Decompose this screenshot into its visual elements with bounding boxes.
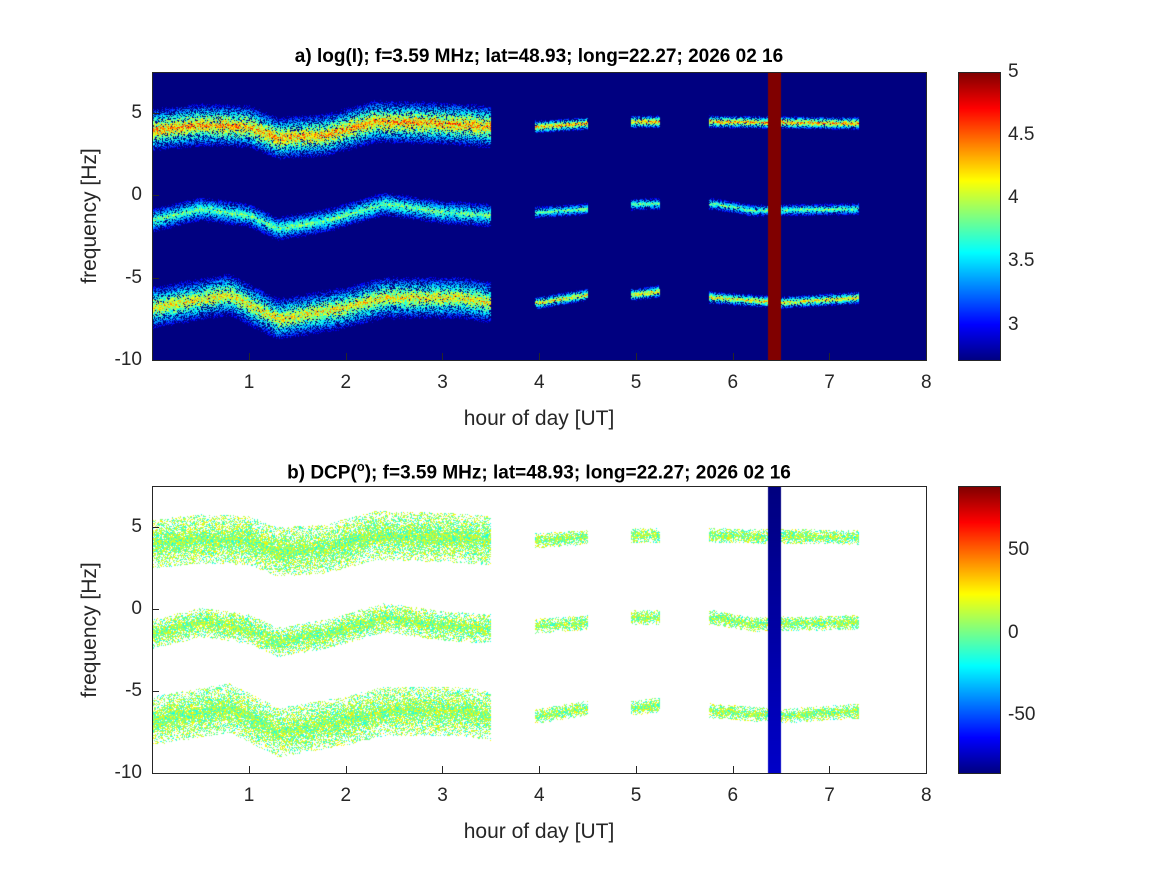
- panel-b-title: b) DCP(o); f=3.59 MHz; lat=48.93; long=2…: [287, 459, 791, 484]
- panel-a-title: a) log(I); f=3.59 MHz; lat=48.93; long=2…: [294, 46, 784, 67]
- x-tick-label: 7: [824, 372, 835, 393]
- panel-a-spectrogram: [152, 72, 926, 360]
- y-tick-mark: [152, 277, 159, 279]
- x-tick-label: 2: [340, 785, 352, 806]
- colorbar-tick-label: 4: [1008, 187, 1019, 209]
- x-tick-label: 1: [243, 785, 255, 806]
- x-tick-label: 5: [630, 785, 642, 806]
- colorbar-tick-label: 3: [1008, 313, 1019, 335]
- x-tick-label: 2: [340, 372, 352, 393]
- x-tick-label: 1: [243, 372, 255, 393]
- panel-b-spectrogram: [152, 486, 926, 773]
- x-tick-mark: [345, 766, 347, 773]
- y-tick-label: 0: [131, 184, 142, 206]
- x-tick-mark: [635, 766, 637, 773]
- y-tick-label: 5: [131, 516, 142, 537]
- x-tick-mark: [345, 353, 347, 360]
- x-tick-label: 4: [534, 372, 545, 393]
- y-tick-label: 0: [131, 598, 142, 619]
- panel-b-title-degree: o: [356, 459, 365, 474]
- y-tick-mark: [152, 609, 159, 610]
- y-tick-mark: [152, 527, 159, 528]
- y-tick-label: -10: [114, 349, 142, 370]
- colorbar-tick-label: 4.5: [1008, 124, 1035, 146]
- y-tick-mark: [152, 691, 159, 692]
- x-tick-mark: [635, 353, 637, 360]
- y-tick-mark: [152, 773, 159, 774]
- x-tick-mark: [926, 353, 927, 360]
- x-tick-label: 3: [437, 372, 448, 393]
- panel-b-title-rest: ); f=3.59 MHz; lat=48.93; long=22.27; 20…: [364, 462, 791, 484]
- y-tick-label: 5: [131, 102, 142, 124]
- x-tick-mark: [442, 766, 444, 773]
- y-tick-mark: [152, 360, 159, 361]
- colorbar-tick-label: 0: [1008, 621, 1019, 643]
- y-tick-label: -10: [114, 762, 142, 783]
- x-tick-label: 6: [727, 372, 739, 393]
- panel-a-ylabel: frequency [Hz]: [78, 148, 101, 284]
- x-tick-mark: [829, 353, 831, 360]
- x-tick-label: 8: [921, 372, 932, 393]
- x-tick-label: 5: [630, 372, 642, 393]
- panel-b-xlabel: hour of day [UT]: [463, 820, 615, 843]
- colorbar-tick-label: 50: [1008, 539, 1030, 561]
- x-tick-label: 6: [727, 785, 739, 806]
- y-tick-mark: [152, 195, 159, 197]
- x-tick-mark: [926, 766, 927, 773]
- y-tick-label: -5: [125, 266, 142, 288]
- x-tick-mark: [442, 353, 444, 360]
- x-tick-mark: [248, 353, 250, 360]
- colorbar-tick-label: -50: [1008, 704, 1036, 726]
- x-tick-mark: [732, 353, 734, 360]
- x-tick-mark: [539, 766, 540, 773]
- x-tick-mark: [732, 766, 734, 773]
- panel-b-colorbar: [958, 486, 1000, 773]
- colorbar-tick-label: 3.5: [1008, 250, 1035, 272]
- panel-a-xlabel: hour of day [UT]: [463, 407, 615, 430]
- colorbar-tick-label: 5: [1008, 61, 1019, 82]
- x-tick-mark: [829, 766, 831, 773]
- x-tick-label: 8: [921, 785, 932, 806]
- x-tick-mark: [539, 353, 540, 360]
- x-tick-mark: [248, 766, 250, 773]
- panel-a-colorbar: [958, 72, 1000, 360]
- panel-b-ylabel: frequency [Hz]: [78, 562, 101, 698]
- panel-b-title-start: b) DCP(: [287, 462, 357, 484]
- y-tick-label: -5: [125, 680, 142, 701]
- x-tick-label: 7: [824, 785, 835, 806]
- x-tick-label: 4: [534, 785, 545, 806]
- y-tick-mark: [152, 113, 159, 115]
- x-tick-label: 3: [437, 785, 448, 806]
